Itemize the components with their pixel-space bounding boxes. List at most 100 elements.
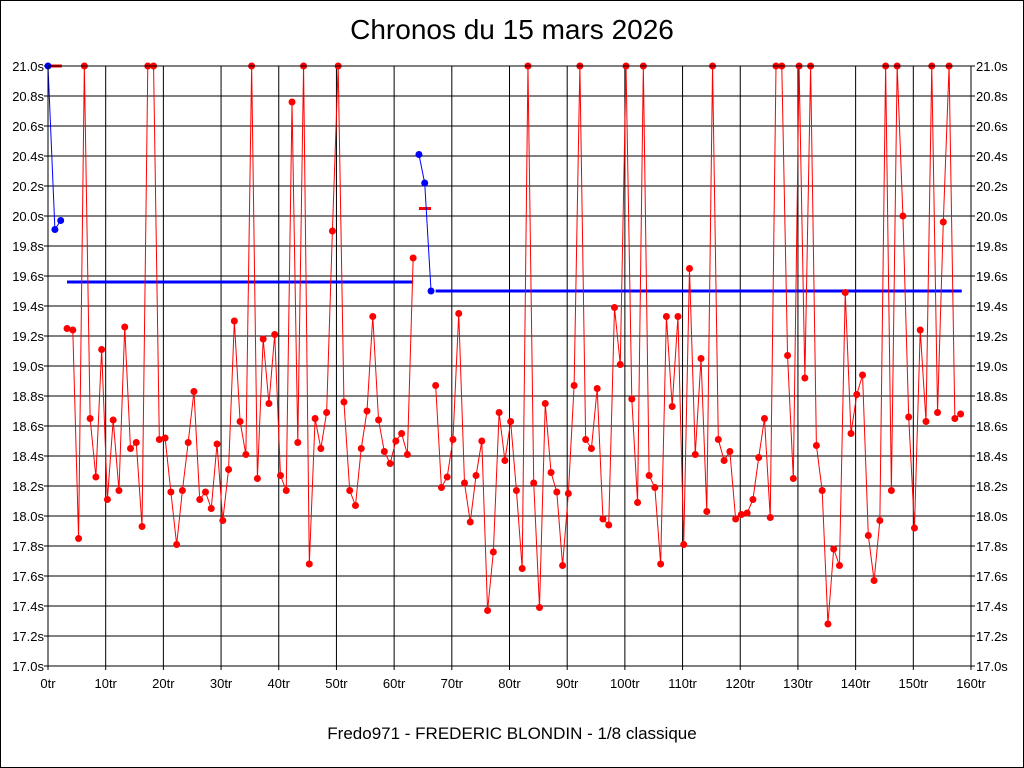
laps-1-point — [357, 445, 365, 452]
laps-1-point — [63, 325, 71, 332]
laps-2-point — [668, 403, 676, 410]
y-tick-label: 18.4s — [12, 449, 44, 464]
laps-2-point — [587, 445, 595, 452]
laps-2-point — [651, 484, 659, 491]
laps-1-point — [265, 400, 273, 407]
y-tick-label: 17.2s — [12, 629, 44, 644]
laps-1-point — [236, 418, 244, 425]
y-tick-label-right: 20.0s — [976, 209, 1008, 224]
laps-2-point — [818, 487, 826, 494]
laps-2-point — [910, 524, 918, 532]
y-tick-label: 17.6s — [12, 569, 44, 584]
y-tick-label-right: 19.2s — [976, 329, 1008, 344]
y-tick-label: 17.0s — [12, 659, 44, 674]
x-tick-label: 10tr — [94, 676, 117, 691]
laps-2-point — [899, 212, 907, 220]
laps-1-point — [276, 472, 284, 479]
laps-2-point — [674, 313, 682, 320]
laps-2-point — [564, 490, 572, 497]
y-tick-label: 18.8s — [12, 389, 44, 404]
laps-2-point — [443, 473, 451, 481]
laps-1-point — [305, 560, 313, 568]
y-tick-label-right: 18.6s — [976, 419, 1008, 434]
laps-1-point — [363, 407, 371, 415]
laps-2-point — [847, 430, 855, 437]
laps-1-point — [351, 502, 359, 509]
laps-1-point — [282, 487, 290, 494]
laps-2-point — [518, 565, 526, 572]
laps-2-point — [957, 410, 965, 418]
laps-1-point — [323, 409, 331, 416]
laps-2-point — [720, 457, 728, 464]
laps-2-point — [853, 391, 861, 398]
y-tick-label: 19.8s — [12, 239, 44, 254]
laps-2-point — [559, 562, 567, 569]
laps-1-point — [328, 227, 336, 235]
y-tick-label: 18.0s — [12, 509, 44, 524]
chart-title: Chronos du 15 mars 2026 — [350, 14, 674, 45]
x-tick-label: 60tr — [383, 676, 406, 691]
laps-2-point — [662, 313, 670, 320]
plot-border — [47, 65, 972, 667]
laps-2-point — [605, 521, 613, 529]
y-tick-label-right: 19.6s — [976, 269, 1008, 284]
laps-1-point — [155, 436, 163, 443]
laps-2-point — [934, 409, 942, 416]
laps-2-point — [472, 472, 480, 479]
laps-2-point — [951, 415, 959, 422]
laps-2-point — [685, 265, 693, 272]
x-tick-label: 110tr — [668, 676, 697, 691]
pit-1-point — [57, 217, 65, 224]
y-tick-label: 19.2s — [12, 329, 44, 344]
laps-2-point — [645, 472, 653, 479]
laps-1-point — [167, 488, 175, 496]
laps-2-point — [830, 545, 838, 553]
laps-2-point — [766, 514, 774, 521]
y-tick-label-right: 18.0s — [976, 509, 1008, 524]
laps-1-point — [403, 451, 411, 458]
laps-2-point — [680, 541, 688, 548]
x-tick-label: 120tr — [725, 676, 755, 691]
laps-2-point — [732, 515, 740, 523]
laps-2-point — [593, 385, 601, 392]
laps-1-point — [271, 331, 279, 338]
laps-2-point — [466, 518, 474, 526]
y-tick-label: 21.0s — [12, 59, 44, 74]
laps-1-point — [392, 437, 400, 445]
laps-1-point — [161, 434, 169, 442]
x-tick-label: 140tr — [841, 676, 871, 691]
laps-2-point — [535, 604, 543, 611]
laps-1-point — [103, 496, 111, 503]
x-tick-label: 160tr — [956, 676, 986, 691]
laps-2-point — [835, 562, 843, 569]
laps-2-point — [657, 560, 665, 568]
pit-1-line — [47, 65, 62, 232]
y-tick-label-right: 19.0s — [976, 359, 1008, 374]
laps-2-point — [437, 484, 445, 491]
laps-2-point — [749, 496, 757, 503]
y-tick-label: 18.6s — [12, 419, 44, 434]
x-tick-label: 100tr — [610, 676, 640, 691]
laps-2-point — [484, 607, 492, 614]
laps-2-point — [512, 487, 520, 494]
laps-1-point — [219, 517, 227, 524]
laps-2-point — [859, 371, 867, 379]
laps-1-point — [294, 439, 302, 446]
laps-2-point — [691, 451, 699, 458]
laps-1-point — [115, 487, 123, 494]
laps-2-point — [547, 469, 555, 476]
laps-1-point — [109, 416, 117, 424]
laps-1-point — [132, 439, 140, 446]
x-tick-label: 20tr — [152, 676, 175, 691]
laps-1-point — [184, 439, 192, 446]
laps-1-point — [253, 475, 261, 482]
laps-2-point — [582, 436, 590, 443]
laps-1-point — [126, 445, 134, 452]
laps-1-point — [196, 496, 204, 503]
laps-1-point — [207, 505, 215, 512]
laps-2-point — [864, 532, 872, 539]
laps-1-point — [369, 313, 377, 320]
laps-1-point — [259, 335, 267, 343]
pit-2-point — [421, 179, 429, 187]
